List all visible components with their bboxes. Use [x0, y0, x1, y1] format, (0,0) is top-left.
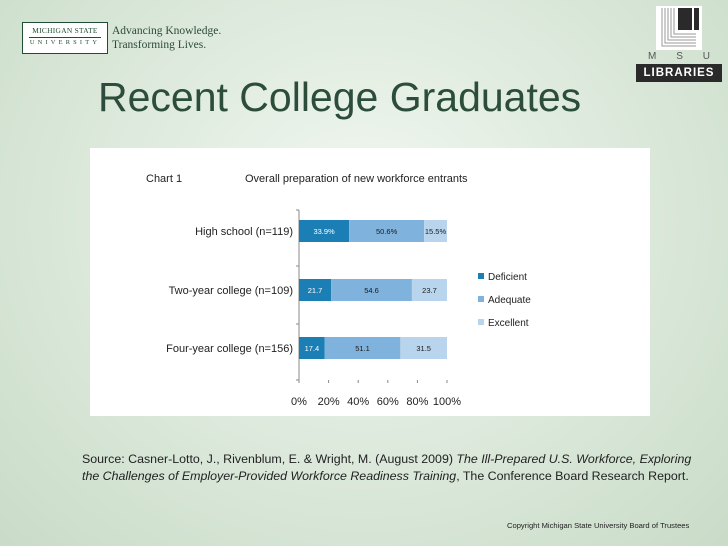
bar-excellent-2 [400, 337, 447, 359]
msu-logo-line2: UNIVERSITY [29, 39, 101, 46]
data-label: 51.1 [355, 344, 370, 353]
x-tick-label: 20% [318, 396, 340, 408]
libraries-label: LIBRARIES [636, 64, 722, 82]
x-tick-label: 60% [377, 396, 399, 408]
stacked-bar-chart: Chart 1 Overall preparation of new workfo… [146, 173, 531, 408]
copyright-notice: Copyright Michigan State University Boar… [507, 521, 690, 530]
bar-adequate-0 [349, 220, 425, 242]
x-tick-label: 80% [406, 396, 428, 408]
chart-label: Chart 1 [146, 173, 182, 185]
legend-swatch-excellent [478, 319, 484, 325]
libraries-letter-u: U [702, 51, 711, 62]
msu-logo-line1: MICHIGAN STATE [32, 26, 98, 35]
libraries-msu-letters: M S U [638, 51, 720, 64]
source-prefix: Source: Casner-Lotto, J., Rivenblum, E. … [82, 452, 457, 466]
msu-logo: MICHIGAN STATE UNIVERSITY [22, 22, 108, 54]
data-label: 31.5 [416, 344, 431, 353]
source-suffix: , The Conference Board Research Report. [456, 469, 689, 483]
bar-excellent-1 [411, 279, 447, 301]
x-tick-label: 100% [433, 396, 461, 408]
category-label: High school (n=119) [195, 226, 293, 238]
msu-tagline: Advancing Knowledge. Transforming Lives. [112, 24, 221, 52]
tagline-line2: Transforming Lives. [112, 39, 207, 51]
msu-libraries-logo: M S U LIBRARIES [636, 2, 722, 84]
legend-swatch-deficient [478, 273, 484, 279]
bar-excellent-0 [424, 220, 447, 242]
data-label: 23.7 [422, 286, 437, 295]
data-label: 17.4 [305, 344, 320, 353]
tagline-line1: Advancing Knowledge. [112, 25, 222, 37]
legend-label-adequate: Adequate [488, 295, 531, 306]
data-label: 33.9% [313, 227, 335, 236]
source-title: The Ill-Prepared U.S. Workforce, Explori… [82, 452, 692, 483]
bar-deficient-1 [299, 279, 332, 301]
bar-adequate-1 [331, 279, 412, 301]
libraries-mark-icon [656, 6, 702, 50]
bar-deficient-0 [299, 220, 350, 242]
x-tick-label: 40% [347, 396, 369, 408]
data-label: 21.7 [308, 286, 323, 295]
msu-logo-rule [29, 37, 101, 38]
data-label: 54.6 [364, 286, 379, 295]
libraries-letter-m: M [647, 51, 657, 62]
x-tick-label: 0% [291, 396, 307, 408]
bar-adequate-2 [324, 337, 401, 359]
category-label: Two-year college (n=109) [169, 285, 293, 297]
libraries-letter-s: S [676, 51, 683, 62]
chart-title: Overall preparation of new workforce ent… [245, 173, 468, 185]
legend-label-excellent: Excellent [488, 318, 529, 329]
slide-title: Recent College Graduates [98, 74, 582, 120]
bar-deficient-2 [299, 337, 325, 359]
data-label: 15.5% [425, 227, 447, 236]
source-citation: Source: Casner-Lotto, J., Rivenblum, E. … [82, 451, 694, 485]
legend-swatch-adequate [478, 296, 484, 302]
data-label: 50.6% [376, 227, 398, 236]
category-label: Four-year college (n=156) [166, 343, 293, 355]
chart-panel: Chart 1 Overall preparation of new workfo… [90, 148, 650, 416]
legend-label-deficient: Deficient [488, 272, 527, 283]
